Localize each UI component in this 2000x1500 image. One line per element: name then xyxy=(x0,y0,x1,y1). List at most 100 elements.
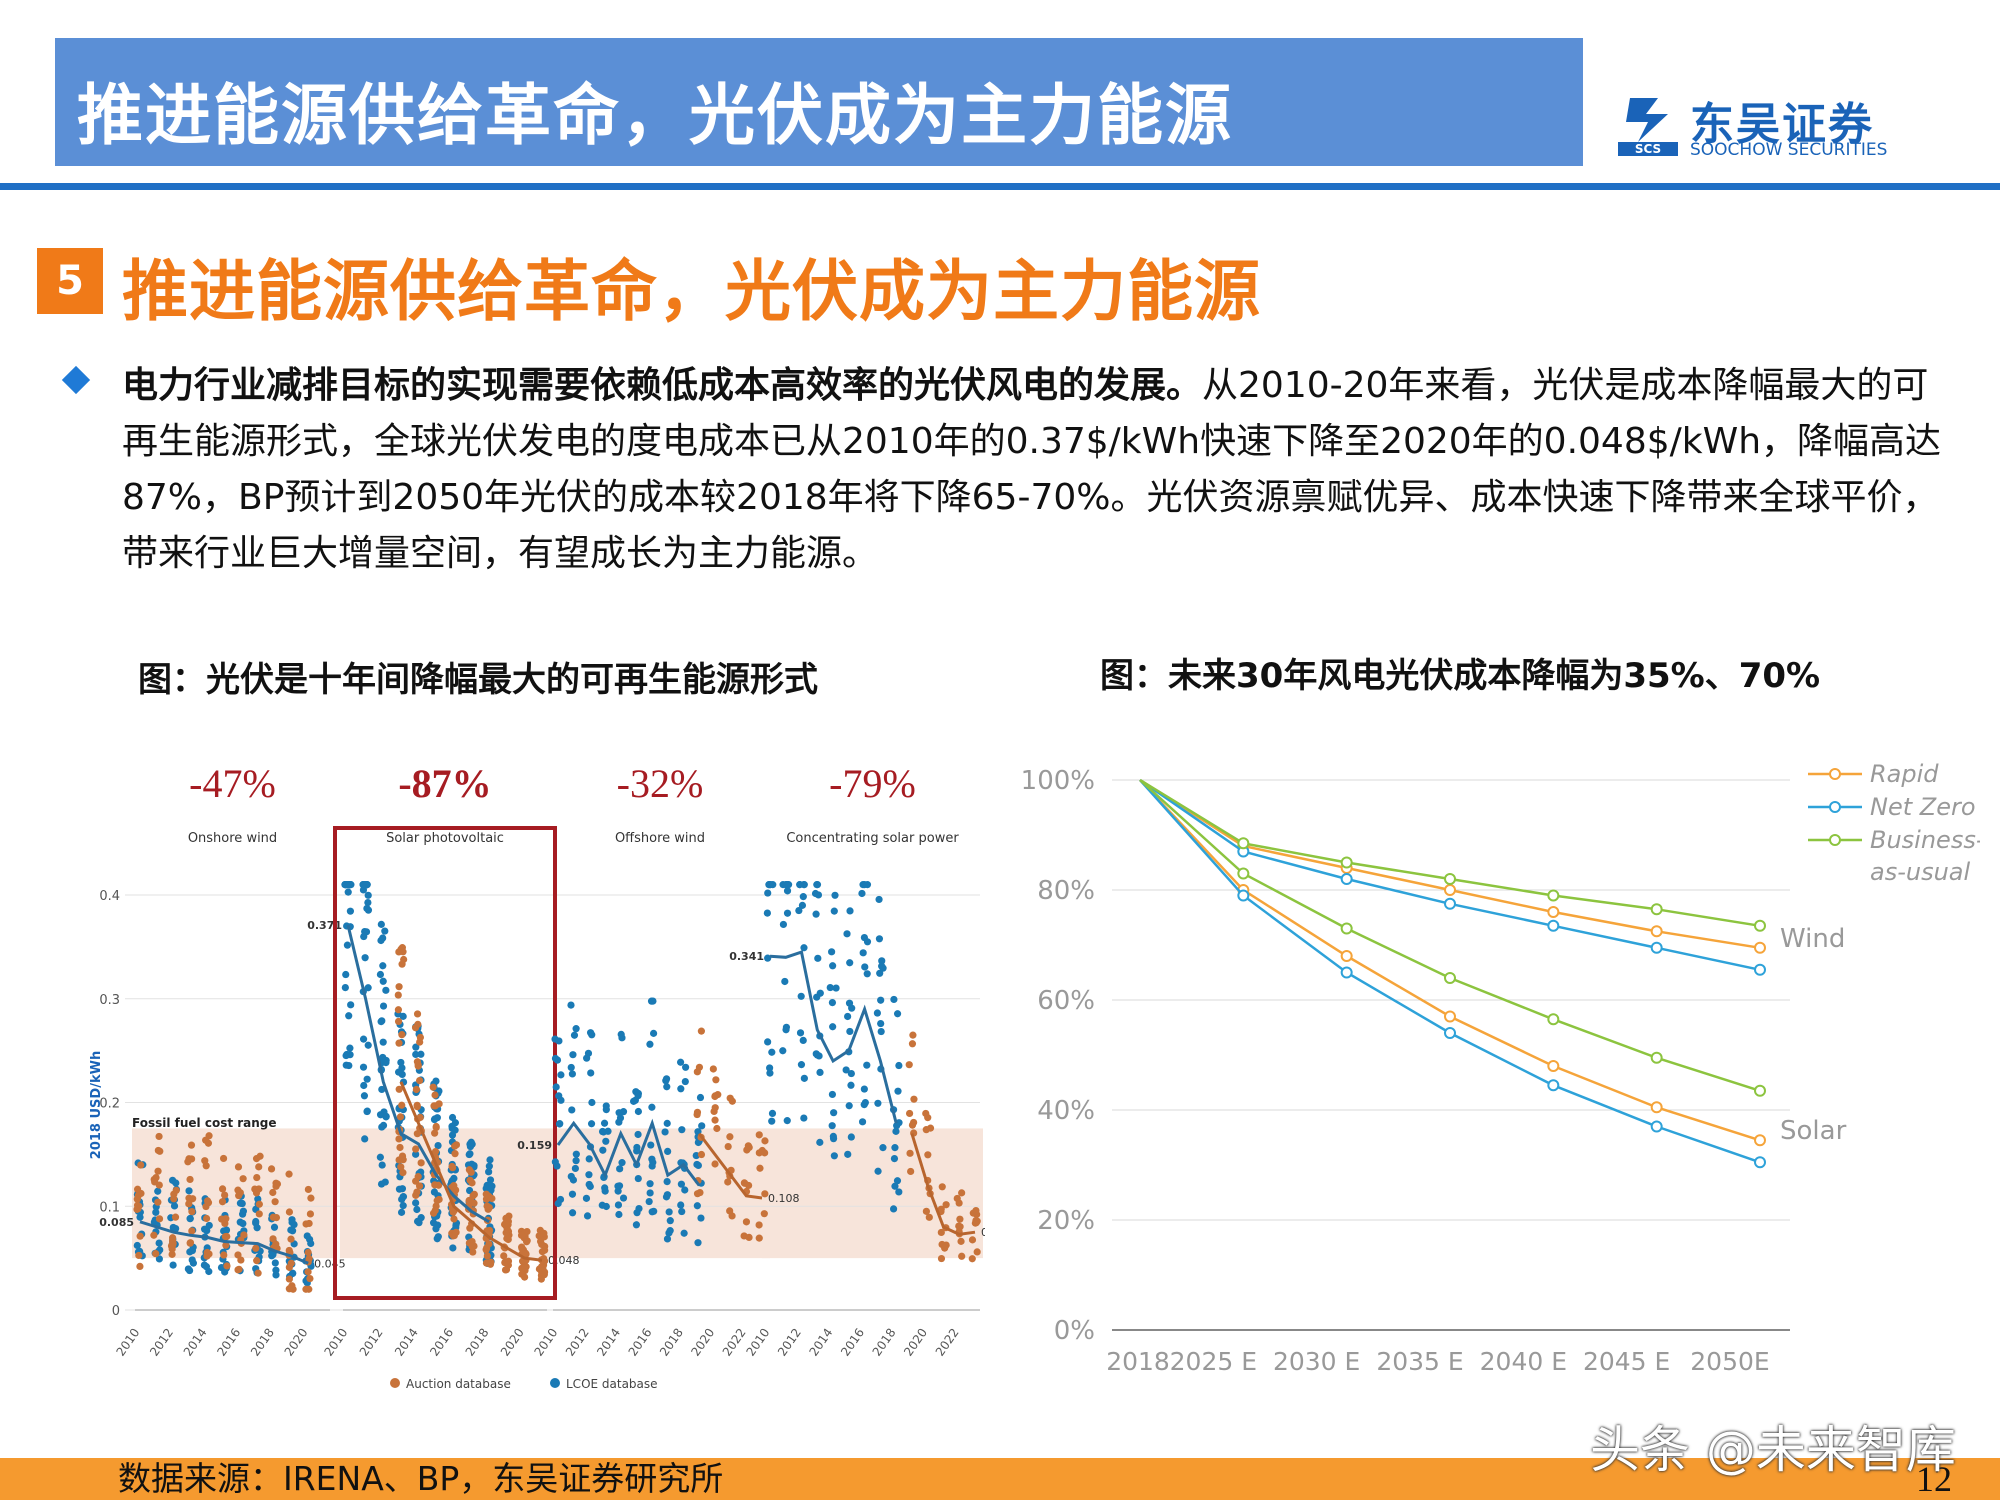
auction-point xyxy=(253,1173,261,1182)
legend-marker xyxy=(1829,768,1841,780)
auction-point xyxy=(171,1213,180,1221)
x-tick-label: 2022 xyxy=(933,1326,962,1359)
auction-point xyxy=(712,1076,720,1084)
legend-marker xyxy=(1829,801,1841,813)
lcoe-point xyxy=(382,1056,390,1065)
x-tick-label: 2022 xyxy=(720,1326,749,1359)
start-value-label: 0.341 xyxy=(729,950,764,963)
auction-point xyxy=(255,1163,263,1171)
lcoe-point xyxy=(764,889,772,897)
lcoe-point xyxy=(615,1210,623,1219)
lcoe-point xyxy=(893,1010,902,1018)
auction-point xyxy=(135,1251,143,1260)
auction-point xyxy=(431,1147,440,1156)
lcoe-point xyxy=(877,1019,885,1028)
y-tick-label: 0 xyxy=(112,1304,120,1319)
x-tick-label: 2014 xyxy=(181,1326,210,1359)
lcoe-point xyxy=(569,1051,577,1059)
legend-label-rapid: Rapid xyxy=(1870,760,1939,788)
lcoe-point xyxy=(830,1152,838,1160)
auction-point xyxy=(724,1142,732,1151)
highlight-box xyxy=(333,826,557,1300)
x-tick-label: 2012 xyxy=(147,1326,176,1359)
auction-point xyxy=(413,1103,421,1111)
auction-point xyxy=(693,1108,702,1116)
auction-point xyxy=(922,1126,930,1134)
auction-point xyxy=(220,1251,228,1259)
auction-point xyxy=(221,1191,229,1199)
lcoe-point xyxy=(399,1193,408,1201)
lcoe-point xyxy=(432,1225,440,1233)
lcoe-point xyxy=(155,1255,163,1263)
lcoe-point xyxy=(798,901,807,909)
start-value-label: 0.159 xyxy=(517,1139,552,1152)
lcoe-point xyxy=(583,1054,591,1062)
auction-point xyxy=(539,1264,547,1272)
lcoe-point xyxy=(417,1214,425,1222)
lcoe-point xyxy=(341,881,349,889)
lcoe-point xyxy=(816,1138,824,1146)
lcoe-point xyxy=(572,1025,580,1033)
legend-auction-marker xyxy=(390,1378,400,1388)
lcoe-point xyxy=(376,1111,385,1119)
page-number: 12 xyxy=(1916,1459,1952,1499)
lcoe-point xyxy=(646,1040,654,1048)
auction-point xyxy=(184,1158,192,1166)
x-tick-label: 2020 xyxy=(901,1326,930,1359)
section-title: 推进能源供给革命，光伏成为主力能源 xyxy=(122,253,1261,330)
series-point xyxy=(1547,1079,1560,1092)
panel-change-label: -79% xyxy=(829,761,916,806)
auction-point xyxy=(154,1167,162,1175)
lcoe-point xyxy=(253,1224,261,1232)
auction-point xyxy=(431,1129,439,1137)
lcoe-point xyxy=(799,893,807,901)
auction-point xyxy=(742,1218,751,1226)
x-tick-label: 2012 xyxy=(775,1326,804,1359)
lcoe-point xyxy=(681,1186,689,1194)
lcoe-point xyxy=(663,1235,672,1243)
fossil-band-label: Fossil fuel cost range xyxy=(132,1116,277,1130)
auction-point xyxy=(740,1232,748,1240)
lcoe-point xyxy=(634,1174,642,1183)
lcoe-point xyxy=(768,1117,776,1125)
auction-point xyxy=(137,1161,145,1169)
data-source: 数据来源：IRENA、BP，东吴证券研究所 xyxy=(118,1459,724,1498)
auction-point xyxy=(234,1163,243,1171)
lcoe-point xyxy=(619,1194,628,1202)
lcoe-point xyxy=(359,1063,368,1071)
series-point xyxy=(1340,856,1353,869)
series-point xyxy=(1237,837,1250,850)
lcoe-point xyxy=(556,1195,565,1204)
lcoe-point xyxy=(694,1239,702,1247)
auction-point xyxy=(305,1254,313,1263)
auction-point xyxy=(394,1017,403,1026)
lcoe-point xyxy=(645,1197,653,1206)
auction-point xyxy=(398,1101,406,1109)
auction-point xyxy=(968,1255,976,1263)
lcoe-point xyxy=(635,1204,643,1213)
lcoe-point xyxy=(377,1180,386,1188)
lcoe-point xyxy=(468,1140,476,1148)
auction-point xyxy=(451,1150,459,1158)
lcoe-point xyxy=(860,1085,868,1093)
auction-trend-line xyxy=(910,1133,976,1236)
lcoe-point xyxy=(451,1119,459,1127)
lcoe-point xyxy=(432,1077,440,1085)
lead-sentence: 电力行业减排目标的实现需要依赖低成本高效率的光伏风电的发展。 xyxy=(122,365,1203,406)
auction-point xyxy=(431,1102,439,1110)
y-tick-label: 20% xyxy=(1037,1206,1095,1236)
lcoe-point xyxy=(676,1058,685,1066)
auction-point xyxy=(942,1201,950,1209)
lcoe-point xyxy=(397,1208,406,1216)
auction-point xyxy=(504,1261,512,1269)
auction-point xyxy=(483,1202,491,1210)
auction-point xyxy=(395,1039,403,1047)
lcoe-point xyxy=(848,1004,856,1012)
auction-point xyxy=(760,1210,768,1218)
lcoe-point xyxy=(362,881,370,889)
lcoe-point xyxy=(766,1069,774,1077)
x-tick-label: 2016 xyxy=(626,1326,655,1359)
logo-mark-text: SCS xyxy=(1635,142,1661,156)
auction-point xyxy=(518,1270,526,1278)
auction-point xyxy=(433,1197,441,1205)
